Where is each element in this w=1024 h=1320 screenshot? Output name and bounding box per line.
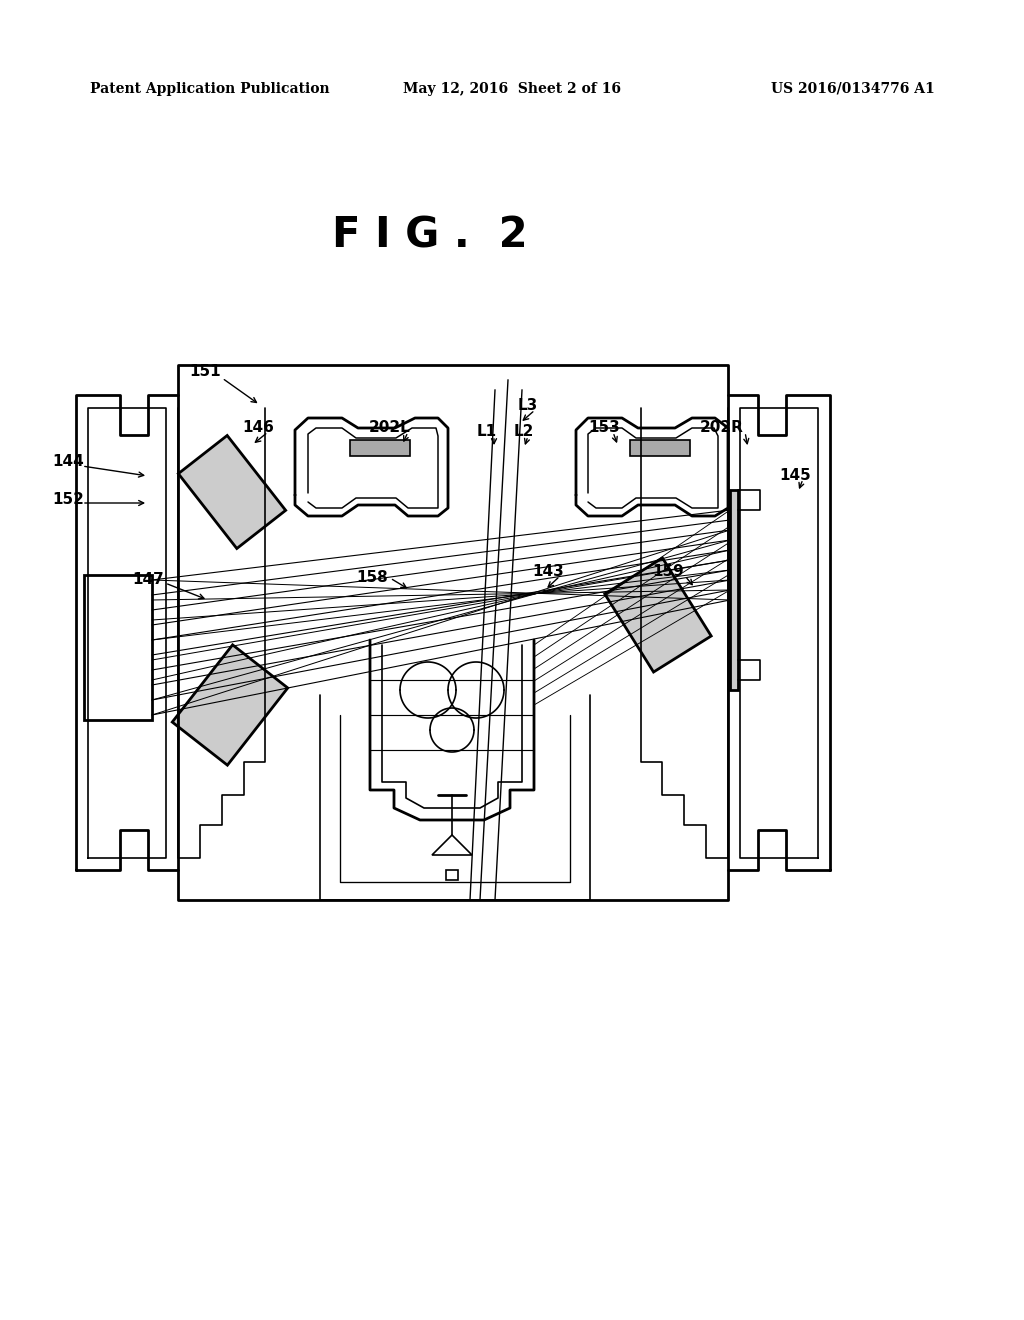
Bar [630, 440, 690, 455]
Bar [730, 490, 738, 690]
Text: L3: L3 [518, 397, 539, 412]
Polygon shape [172, 645, 288, 766]
Polygon shape [178, 436, 286, 549]
Text: 145: 145 [779, 467, 811, 483]
Bar [84, 576, 152, 719]
Text: 158: 158 [356, 570, 388, 586]
Text: May 12, 2016  Sheet 2 of 16: May 12, 2016 Sheet 2 of 16 [403, 82, 621, 96]
Bar [350, 440, 410, 455]
Text: 159: 159 [652, 565, 684, 579]
Text: 202L: 202L [369, 421, 411, 436]
Text: 143: 143 [532, 565, 564, 579]
Text: L2: L2 [514, 425, 535, 440]
Text: L1: L1 [477, 425, 497, 440]
Text: 153: 153 [588, 421, 620, 436]
Text: Patent Application Publication: Patent Application Publication [90, 82, 330, 96]
Text: US 2016/0134776 A1: US 2016/0134776 A1 [771, 82, 935, 96]
Text: F I G .  2: F I G . 2 [332, 215, 527, 257]
Polygon shape [605, 558, 712, 672]
Text: 151: 151 [189, 364, 221, 380]
Bar [446, 870, 458, 880]
Text: 147: 147 [132, 573, 164, 587]
Text: 146: 146 [242, 421, 274, 436]
Text: 202R: 202R [700, 421, 744, 436]
Text: 144: 144 [52, 454, 84, 470]
Text: 152: 152 [52, 492, 84, 507]
